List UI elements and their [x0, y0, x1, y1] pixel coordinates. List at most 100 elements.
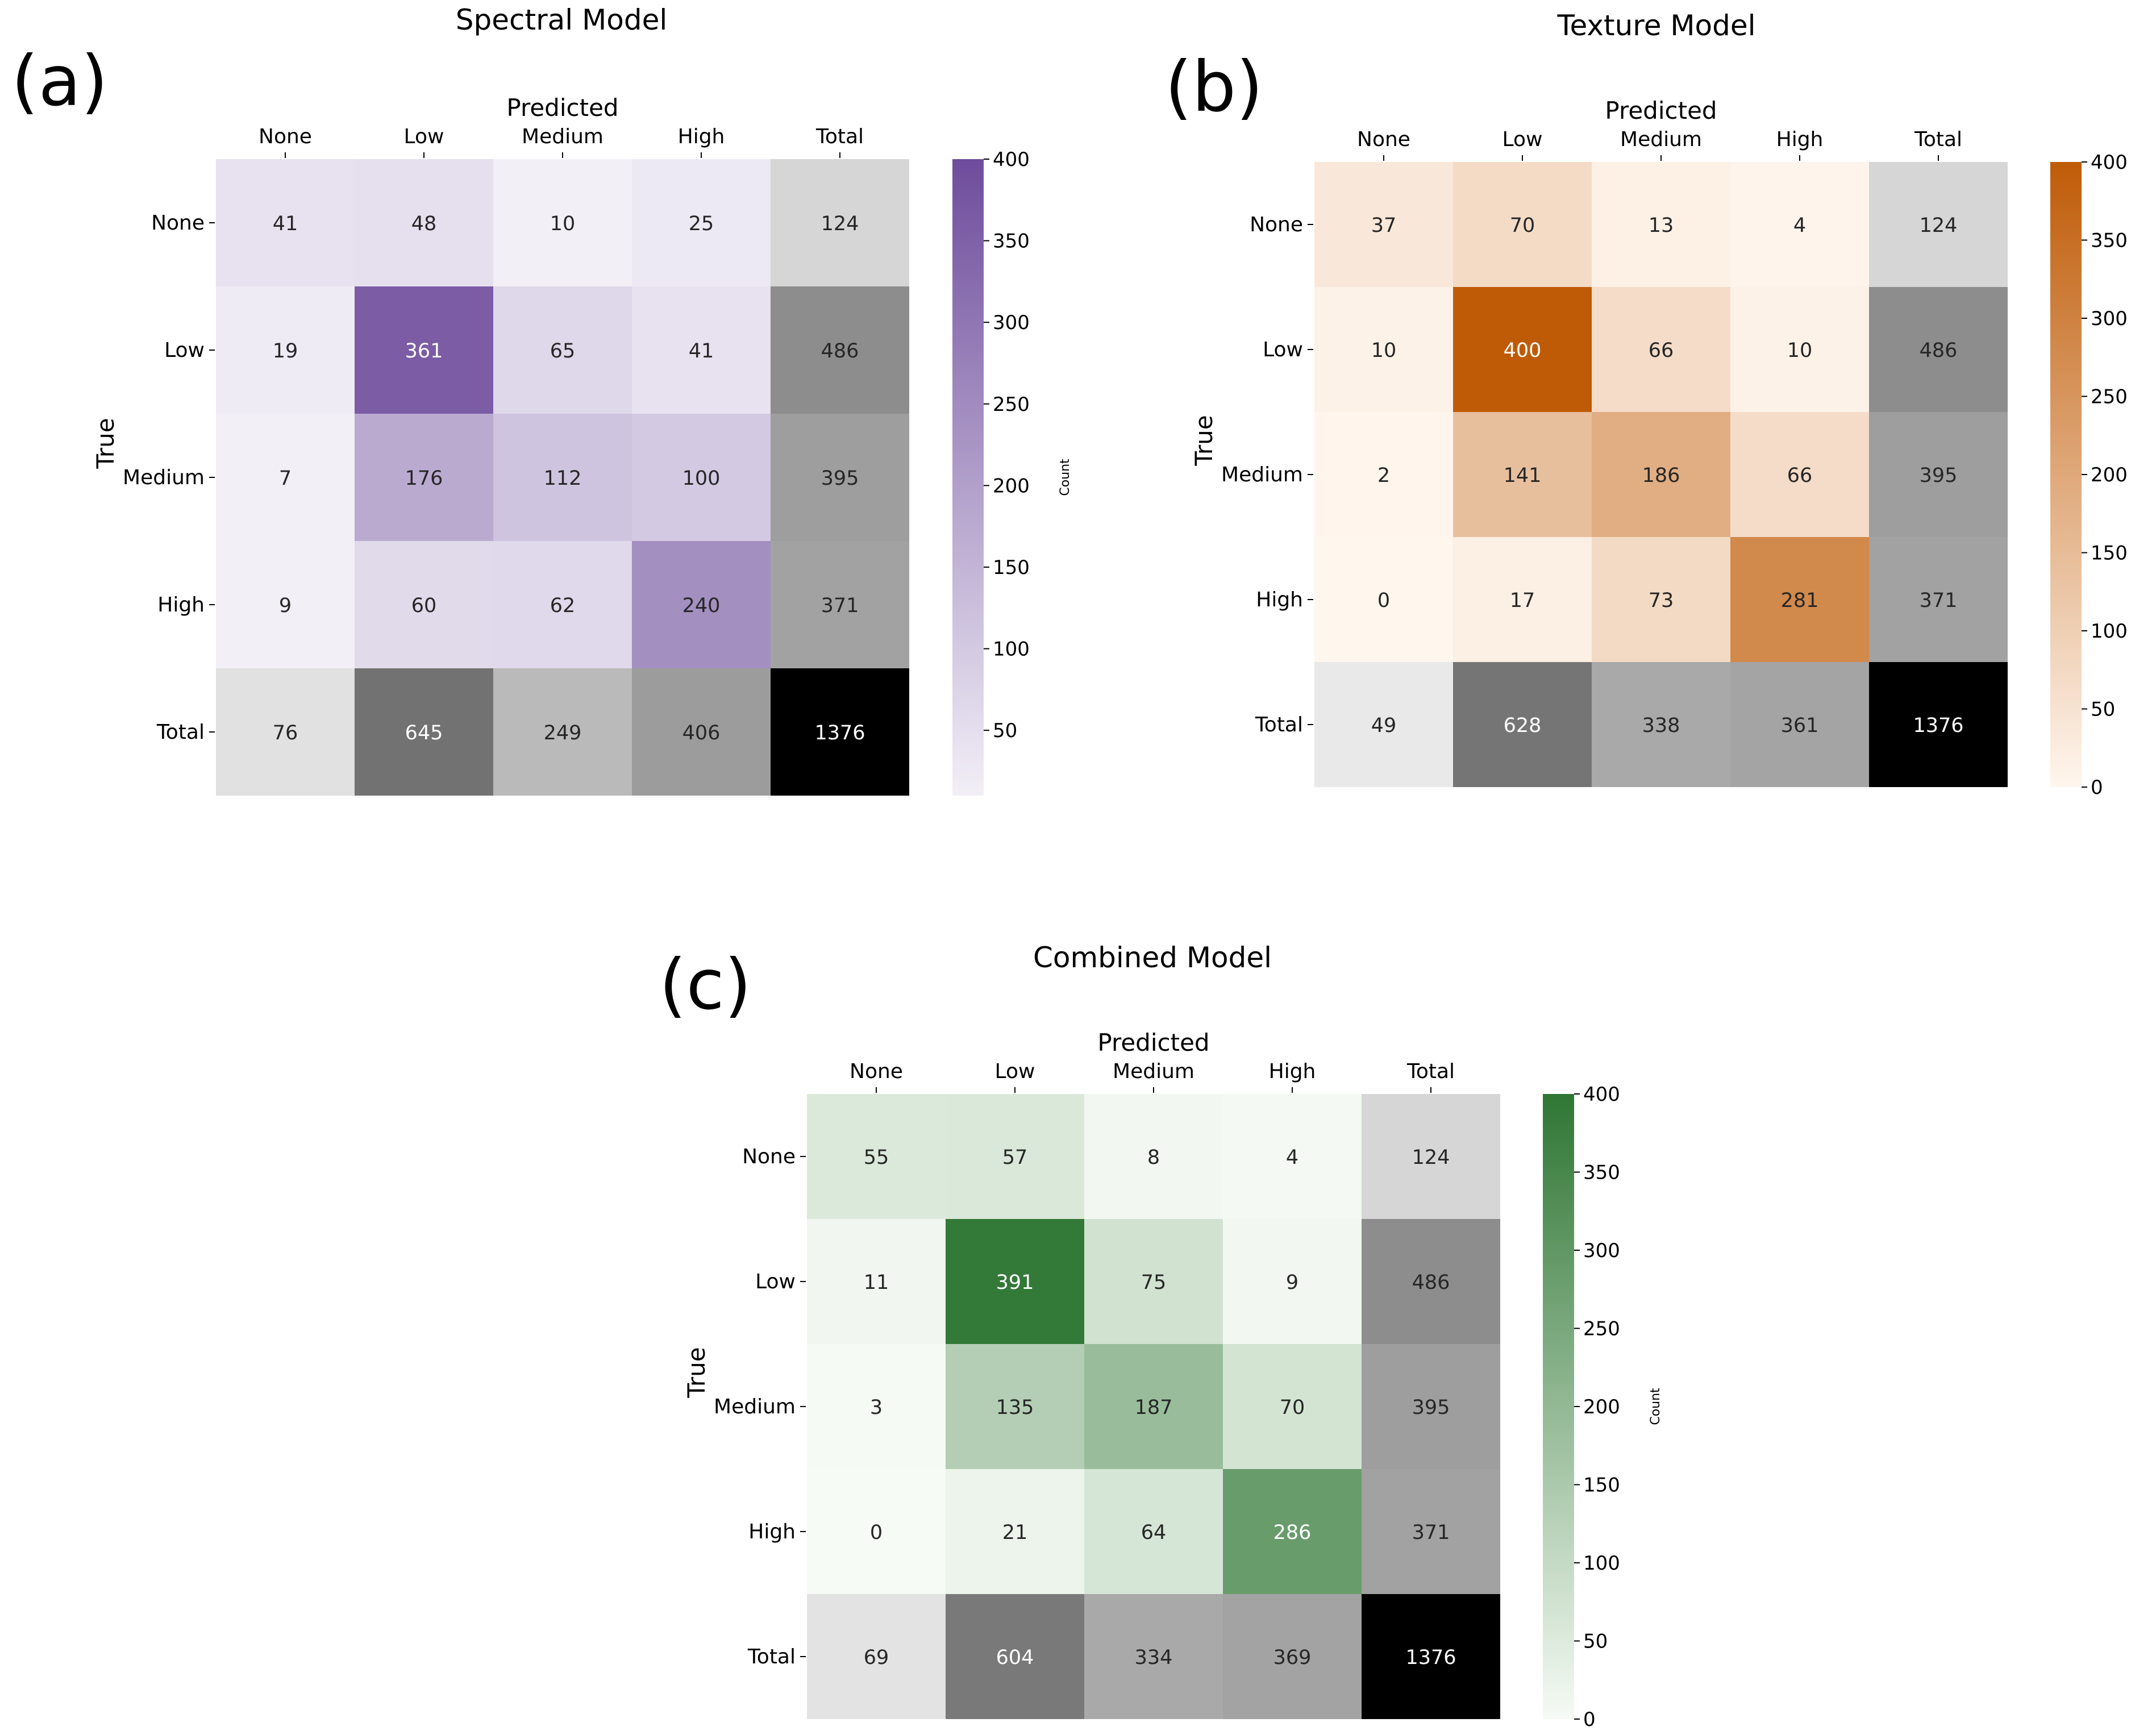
cell-value-label: 395 [1412, 1396, 1450, 1419]
colorbar-tick-label: 0 [2091, 776, 2103, 799]
heatmap-cell [355, 668, 493, 796]
cell-value-label: 64 [1141, 1521, 1167, 1544]
cell-value-label: 19 [273, 340, 298, 363]
heatmap-cell [355, 159, 493, 286]
cell-value-label: 486 [821, 340, 859, 363]
cell-value-label: 187 [1135, 1396, 1173, 1419]
heatmap-cell [1453, 162, 1592, 287]
cell-value-label: 76 [273, 722, 298, 744]
heatmap-cell [1362, 1469, 1500, 1594]
heatmap-cell [1223, 1469, 1362, 1594]
heatmap-cell [1084, 1469, 1223, 1594]
cell-value-label: 60 [411, 594, 437, 617]
cell-value-label: 49 [1371, 714, 1397, 737]
heatmap-cell [946, 1469, 1084, 1594]
cell-value-label: 334 [1135, 1646, 1173, 1669]
cell-value-label: 135 [996, 1396, 1034, 1419]
colorbar-tick-label: 200 [2091, 464, 2128, 486]
cell-value-label: 10 [1787, 339, 1813, 362]
heatmap-cell [1084, 1219, 1223, 1344]
cell-value-label: 66 [1787, 464, 1813, 487]
heatmap-cell [807, 1219, 946, 1344]
heatmap-cell [1730, 662, 1869, 787]
y-tick-label: Low [164, 339, 205, 362]
cell-value-label: 3 [870, 1396, 883, 1419]
cell-value-label: 395 [821, 467, 859, 490]
cell-value-label: 486 [1412, 1271, 1450, 1294]
cell-value-label: 645 [405, 722, 443, 744]
heatmap-cell [807, 1594, 946, 1719]
cell-value-label: 361 [1781, 714, 1819, 737]
y-axis-label: True [682, 1347, 710, 1398]
x-axis-label: Predicted [506, 94, 618, 122]
colorbar-tick-label: 150 [1583, 1474, 1620, 1497]
cell-value-label: 361 [405, 340, 443, 363]
cell-value-label: 249 [544, 722, 582, 744]
heatmap-cell [632, 541, 771, 668]
heatmap-cell [632, 286, 771, 414]
heatmap-cell [1223, 1094, 1362, 1219]
heatmap-cell [807, 1094, 946, 1219]
x-tick-label: Total [1914, 128, 1962, 151]
cell-value-label: 240 [682, 594, 721, 617]
heatmap-cell [632, 159, 771, 286]
cell-value-label: 21 [1002, 1521, 1028, 1544]
heatmap-cell [493, 541, 632, 668]
heatmap-cell [355, 286, 493, 414]
heatmap-cell [1084, 1594, 1223, 1719]
heatmap-cell [1362, 1594, 1500, 1719]
heatmap-cell [771, 541, 909, 668]
heatmap-cell [493, 286, 632, 414]
heatmap-cell [1314, 412, 1453, 537]
y-tick-label: None [1250, 213, 1303, 236]
heatmap-cell [493, 414, 632, 541]
cell-value-label: 371 [1412, 1521, 1450, 1544]
cell-value-label: 7 [279, 467, 292, 490]
cell-value-label: 628 [1504, 714, 1542, 737]
cell-value-label: 486 [1920, 339, 1958, 362]
chart-title: Spectral Model [456, 3, 667, 36]
colorbar-tick-label: 250 [993, 393, 1030, 416]
heatmap-cell [1592, 162, 1730, 287]
y-axis-label: True [1190, 415, 1218, 466]
x-tick-label: None [850, 1060, 903, 1083]
colorbar-tick-label: 50 [1583, 1630, 1608, 1653]
cell-value-label: 0 [870, 1521, 883, 1544]
heatmap-cell [1869, 662, 2008, 787]
colorbar-tick-label: 200 [1583, 1396, 1620, 1418]
cell-value-label: 17 [1510, 589, 1535, 612]
heatmap-cell [946, 1219, 1084, 1344]
y-tick-label: High [1256, 588, 1303, 611]
cell-value-label: 369 [1273, 1646, 1312, 1669]
cell-value-label: 124 [1920, 214, 1958, 237]
heatmap-cell [1084, 1094, 1223, 1219]
colorbar-tick-label: 100 [993, 638, 1030, 661]
cell-value-label: 604 [996, 1646, 1034, 1669]
y-tick-label: Low [755, 1270, 796, 1293]
cell-value-label: 41 [273, 213, 298, 235]
y-tick-label: Total [156, 721, 205, 744]
colorbar-tick-label: 250 [1583, 1318, 1620, 1341]
heatmap-cell [216, 286, 355, 414]
chart-title: Texture Model [1556, 9, 1755, 42]
cell-value-label: 371 [1920, 589, 1958, 612]
colorbar-tick-label: 300 [1583, 1239, 1620, 1262]
x-axis-label: Predicted [1097, 1029, 1209, 1056]
y-axis-label: True [91, 418, 119, 469]
x-tick-label: Low [404, 125, 444, 148]
panel-label: (b) [1165, 47, 1263, 127]
y-tick-label: Medium [714, 1395, 796, 1418]
colorbar-tick-label: 400 [993, 148, 1030, 171]
panel-label: (a) [11, 41, 108, 122]
heatmap-cell [1592, 287, 1730, 412]
cell-value-label: 70 [1280, 1396, 1305, 1419]
chart-panel-a: (a) Spectral Model Predicted True 41 48 10 25 12… [11, 3, 1072, 796]
heatmap-cell [216, 414, 355, 541]
cell-value-label: 11 [864, 1271, 889, 1294]
cell-value-label: 400 [1504, 339, 1542, 362]
colorbar-tick-label: 300 [993, 311, 1030, 334]
colorbar-label: Count [1058, 459, 1072, 496]
colorbar [952, 159, 984, 796]
colorbar-tick-label: 100 [2091, 620, 2128, 643]
heatmap-cell [632, 414, 771, 541]
